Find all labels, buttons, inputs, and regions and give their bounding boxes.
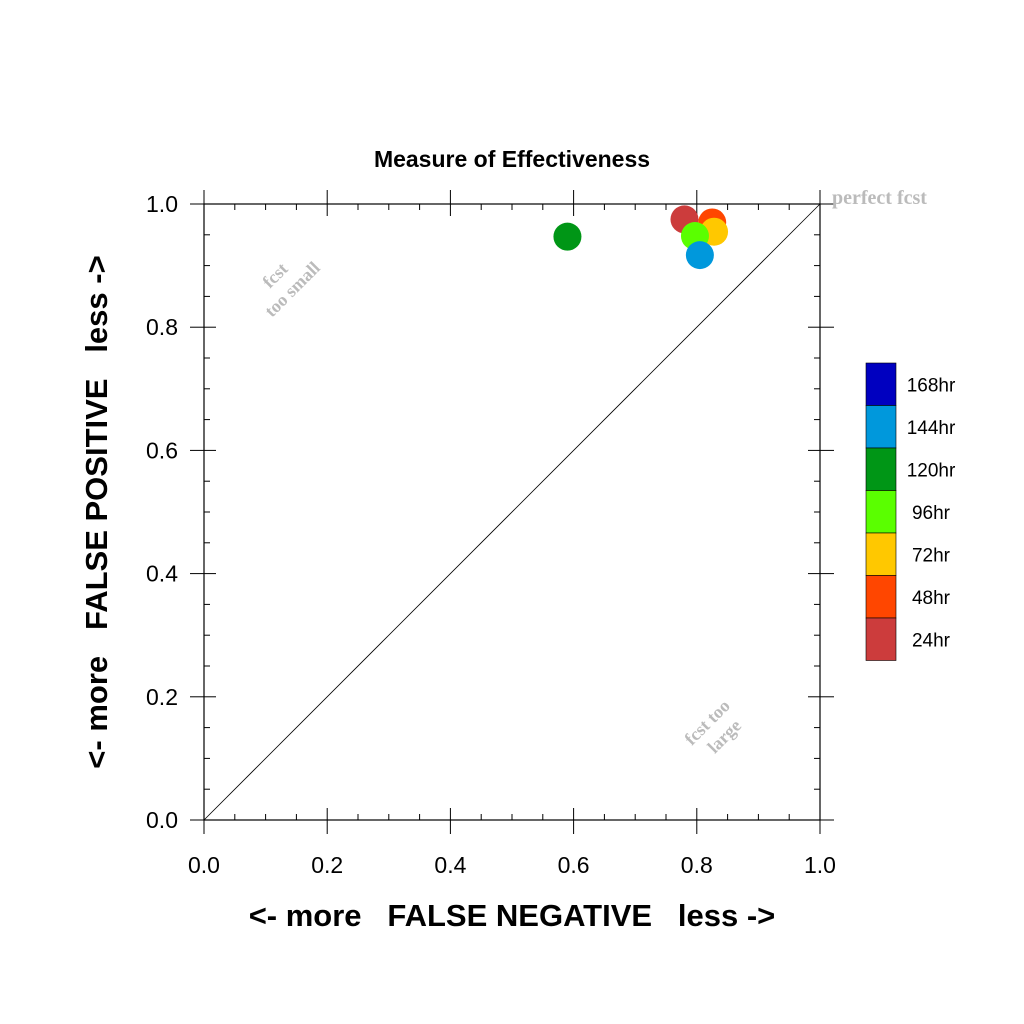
legend-label-48hr: 48hr bbox=[912, 588, 951, 609]
y-tick-label: 0.0 bbox=[146, 807, 178, 833]
fcst-too-large-annotation: fcst too large bbox=[680, 692, 752, 764]
diagonal-line bbox=[203, 203, 821, 821]
x-tick-label: 0.6 bbox=[558, 852, 590, 878]
legend-label-120hr: 120hr bbox=[907, 460, 956, 481]
perfect-fcst-annotation: perfect fcst bbox=[832, 187, 927, 209]
x-tick-label: 0.4 bbox=[434, 852, 466, 878]
y-tick-label: 0.2 bbox=[146, 684, 178, 710]
axis-tick-labels: 0.0 0.2 0.4 0.6 0.8 1.0 0.0 0.2 0.4 0.6 0.8 1.0 bbox=[146, 191, 836, 878]
legend-swatch-72hr bbox=[865, 532, 897, 576]
legend-label-96hr: 96hr bbox=[912, 503, 951, 524]
legend-swatch-144hr bbox=[865, 405, 897, 449]
legend-label-144hr: 144hr bbox=[907, 418, 956, 439]
y-tick-label: 0.6 bbox=[146, 437, 178, 463]
y-tick-label: 1.0 bbox=[146, 191, 178, 217]
x-tick-label: 0.8 bbox=[681, 852, 713, 878]
legend-label-24hr: 24hr bbox=[912, 630, 951, 651]
point-144hr bbox=[685, 241, 714, 270]
legend-label-72hr: 72hr bbox=[912, 545, 951, 566]
data-points bbox=[553, 205, 729, 270]
y-axis-label: <- more FALSE POSITIVE less -> bbox=[79, 255, 114, 768]
x-tick-label: 1.0 bbox=[804, 852, 836, 878]
legend-swatch-168hr bbox=[865, 362, 897, 406]
y-tick-label: 0.4 bbox=[146, 561, 178, 587]
fcst-too-small-annotation: fcst too small bbox=[245, 242, 324, 321]
x-axis-label: <- more FALSE NEGATIVE less -> bbox=[249, 898, 776, 933]
legend-label-168hr: 168hr bbox=[907, 375, 956, 396]
point-120hr bbox=[553, 222, 582, 251]
legend-swatch-96hr bbox=[865, 490, 897, 534]
legend-swatch-120hr bbox=[865, 447, 897, 491]
legend: 168hr 144hr 120hr 96hr 72hr 48hr 24hr bbox=[865, 362, 956, 661]
x-tick-label: 0.0 bbox=[188, 852, 220, 878]
x-tick-label: 0.2 bbox=[311, 852, 343, 878]
legend-swatch-48hr bbox=[865, 575, 897, 619]
chart-title: Measure of Effectiveness bbox=[374, 146, 650, 172]
plot-frame bbox=[203, 203, 821, 821]
y-tick-label: 0.8 bbox=[146, 314, 178, 340]
legend-swatch-24hr bbox=[865, 617, 897, 661]
